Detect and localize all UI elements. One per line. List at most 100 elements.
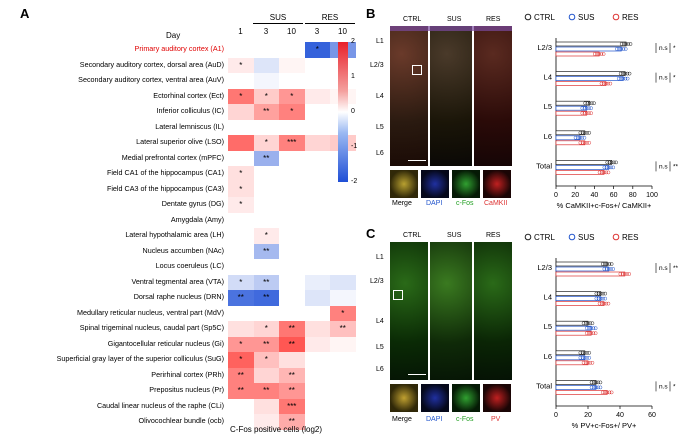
heatmap-cell: **: [279, 336, 305, 352]
data-point: [585, 140, 589, 145]
data-point: [582, 130, 587, 135]
heatmap-cell: **: [228, 383, 254, 399]
bar: [555, 76, 624, 81]
heatmap-row-label: Field CA1 of the hippocampus (CA1): [106, 168, 224, 177]
category-label: L5: [544, 322, 552, 331]
heatmap-xlabel: C-Fos positive cells (log2): [230, 425, 323, 434]
data-point: [621, 71, 625, 76]
heatmap-cell: [279, 212, 305, 228]
data-point: [600, 262, 605, 266]
bar: [555, 390, 608, 395]
bar: [555, 271, 626, 277]
data-point: [594, 380, 598, 385]
data-point: [591, 380, 596, 385]
heatmap-cell: **: [253, 150, 279, 166]
heatmap-cell: [228, 243, 254, 259]
data-point: [578, 130, 583, 135]
data-point: [606, 301, 611, 306]
heatmap-cell: [330, 352, 356, 368]
data-point: [582, 350, 587, 355]
day-label: Day: [166, 31, 181, 40]
data-point: [605, 160, 610, 165]
heatmap-col-header: 10: [338, 27, 347, 36]
data-point: [583, 360, 588, 365]
heatmap-cell: [304, 290, 330, 306]
group-line-res: [305, 23, 355, 24]
data-point: [626, 42, 631, 46]
heatmap-cell: [228, 42, 254, 58]
b-layer-l23: L2/3: [370, 62, 384, 69]
heatmap-row-label: Field CA3 of the hippocampus (CA3): [106, 183, 224, 193]
heatmap-cell: [304, 88, 330, 104]
heatmap-cell: [304, 166, 330, 182]
data-point: [581, 360, 586, 365]
panel-c-letter: C: [366, 226, 376, 241]
data-point: [603, 291, 608, 296]
heatmap-cell: *: [228, 336, 254, 352]
b-scale-bar: [408, 160, 426, 161]
data-point: [624, 42, 628, 46]
x-tick-label: 80: [629, 192, 637, 199]
heatmap-cell: **: [253, 383, 279, 399]
data-point: [619, 42, 624, 46]
data-point: [598, 296, 603, 301]
heatmap-cell: [253, 42, 279, 58]
data-point: [589, 111, 593, 116]
c-micrograph-res: [474, 242, 512, 380]
data-point: [609, 165, 613, 170]
heatmap-row-label: Ventral tegmental area (VTA): [131, 276, 224, 286]
data-point: [607, 262, 612, 266]
heatmap-cell: *: [228, 88, 254, 104]
legend-label: SUS: [578, 13, 594, 22]
b-inset-label-cfos: c-Fos: [456, 200, 474, 207]
data-point: [578, 140, 583, 145]
data-point: [591, 326, 596, 331]
c-inset-cfos: [452, 384, 480, 412]
heatmap-cell: [279, 73, 305, 89]
heatmap-cell: [330, 197, 356, 213]
data-point: [602, 267, 607, 271]
data-point: [598, 291, 603, 296]
bar: [555, 266, 610, 272]
heatmap-cell: ***: [279, 398, 305, 414]
heatmap-cell: [304, 104, 330, 120]
b-col-ctrl: CTRL: [403, 16, 422, 23]
data-point: [596, 380, 601, 385]
bar: [555, 105, 588, 111]
heatmap-row-label: Spinal trigeminal nucleus, caudal part (…: [79, 323, 224, 332]
heatmap-cell: [253, 259, 279, 275]
heatmap-cell: *: [228, 274, 254, 290]
group-header-res: RES: [321, 13, 339, 22]
data-point: [625, 71, 630, 76]
data-point: [601, 52, 606, 56]
heatmap-cell: [279, 290, 305, 306]
b-surface-band: [390, 26, 512, 31]
data-point: [587, 350, 592, 355]
data-point: [589, 106, 593, 111]
heatmap-cell: [253, 181, 279, 197]
heatmap-col-header: 10: [287, 27, 296, 36]
c-layer-l6: L6: [376, 366, 384, 373]
colorbar-tick-neg2: -2: [351, 178, 358, 185]
data-point: [604, 81, 608, 86]
colorbar-tick-2: 2: [351, 38, 355, 45]
bar: [555, 51, 600, 57]
c-col-res: RES: [486, 232, 501, 239]
heatmap-cell: [253, 57, 279, 73]
heatmap-cell: [228, 73, 254, 89]
heatmap-cell: [304, 57, 330, 73]
heatmap-cell: **: [253, 336, 279, 352]
legend-marker: [612, 233, 620, 241]
data-point: [600, 390, 605, 395]
c-micrograph-ctrl: [390, 242, 428, 380]
heatmap-cell: [228, 305, 254, 321]
data-point: [625, 76, 630, 81]
data-point: [584, 331, 589, 336]
data-point: [580, 106, 585, 111]
b-roi-box: [412, 65, 422, 75]
data-point: [589, 385, 594, 390]
data-point: [594, 385, 598, 390]
category-label: Total: [536, 381, 552, 390]
heatmap-row-label: Secondary auditory cortex, ventral area …: [78, 75, 224, 84]
data-point: [582, 135, 587, 140]
